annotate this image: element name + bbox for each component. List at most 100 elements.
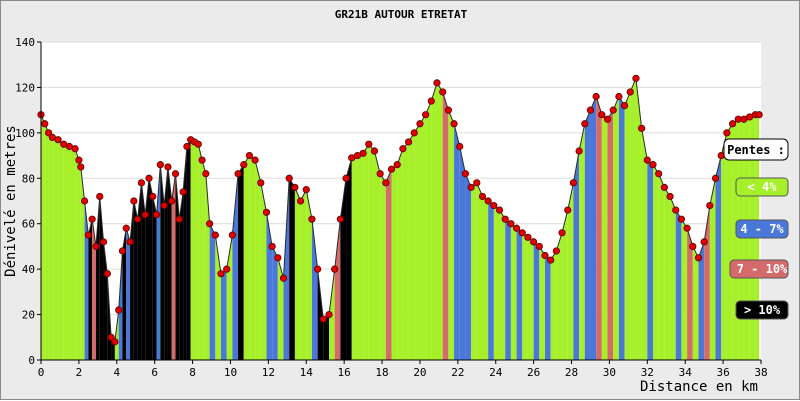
slope-segment — [635, 78, 642, 360]
elevation-point — [478, 192, 487, 201]
slope-segment — [414, 123, 420, 361]
elevation-point — [257, 179, 265, 187]
slope-segment — [149, 178, 153, 360]
slope-segment — [385, 169, 392, 360]
slope-segment — [545, 255, 551, 360]
elevation-point — [365, 140, 373, 148]
elevation-point — [198, 156, 206, 164]
elevation-point — [564, 206, 572, 214]
x-tick-label: 6 — [151, 366, 158, 379]
elevation-point — [370, 147, 379, 155]
x-tick-label: 28 — [565, 366, 578, 379]
elevation-point — [268, 242, 276, 251]
elevation-point — [524, 233, 532, 241]
elevation-point — [211, 231, 219, 239]
elevation-point — [245, 151, 254, 160]
legend-title: Pentes : — [727, 143, 785, 157]
x-tick-label: 38 — [754, 366, 767, 379]
slope-segment — [160, 164, 165, 360]
slope-segment — [84, 201, 89, 360]
elevation-point — [99, 238, 108, 246]
elevation-point — [118, 247, 127, 255]
elevation-point — [359, 149, 367, 157]
slope-segment — [454, 123, 460, 361]
elevation-point — [711, 174, 720, 182]
slope-segment — [249, 155, 256, 360]
slope-segment — [380, 173, 386, 360]
elevation-point — [638, 124, 646, 132]
slope-segment — [179, 191, 184, 360]
slope-segment — [260, 182, 267, 360]
elevation-point — [586, 106, 595, 114]
elevation-point — [717, 151, 725, 160]
elevation-point — [291, 183, 299, 191]
y-tick-label: 40 — [22, 263, 35, 276]
slope-segment — [573, 151, 580, 360]
elevation-point — [77, 163, 85, 171]
slope-segment — [63, 144, 70, 360]
slope-segment — [141, 182, 146, 360]
slope-segment — [164, 166, 168, 360]
slope-segment — [171, 173, 176, 360]
elevation-point — [660, 183, 668, 191]
x-tick-label: 30 — [603, 366, 616, 379]
x-tick-label: 18 — [375, 366, 388, 379]
slope-segment — [658, 173, 665, 360]
slope-segment — [145, 178, 149, 360]
x-tick-label: 20 — [413, 366, 426, 379]
chart-title: GR21B AUTOUR ETRETAT — [335, 8, 468, 21]
elevation-point — [535, 242, 543, 251]
elevation-point — [518, 229, 526, 237]
slope-segment — [408, 132, 415, 360]
elevation-point — [649, 161, 657, 169]
elevation-point — [422, 111, 430, 119]
slope-segment — [505, 219, 511, 360]
elevation-point — [416, 120, 424, 128]
x-tick-label: 2 — [76, 366, 83, 379]
slope-segment — [238, 164, 244, 360]
elevation-point — [575, 147, 583, 155]
elevation-point — [615, 92, 623, 101]
elevation-point — [672, 206, 680, 214]
x-tick-label: 36 — [716, 366, 729, 379]
slope-segment — [653, 164, 659, 360]
elevation-point — [689, 242, 697, 251]
slope-segment — [92, 219, 96, 360]
legend-swatch — [735, 177, 789, 197]
slope-segment — [374, 151, 381, 360]
x-tick-label: 0 — [38, 366, 45, 379]
axes — [37, 41, 762, 364]
slope-segment — [397, 148, 403, 360]
elevation-point — [240, 161, 248, 169]
slope-segment — [607, 110, 614, 361]
slope-segment — [52, 137, 59, 360]
elevation-point — [620, 102, 629, 110]
elevation-point — [404, 138, 413, 146]
slope-segment — [402, 141, 409, 360]
slope-segment — [346, 157, 352, 360]
slope-segment — [340, 178, 347, 360]
elevation-point — [569, 179, 578, 187]
slope-segment — [41, 114, 45, 360]
slope-segment — [363, 144, 369, 360]
elevation-point — [96, 192, 104, 201]
elevation-point — [530, 238, 538, 246]
elevation-point — [495, 206, 504, 214]
elevation-point — [251, 156, 259, 164]
elevation-point — [700, 238, 708, 246]
y-axis-label: Dénivelé en metres — [3, 125, 19, 277]
elevation-point — [473, 179, 481, 187]
slope-segment — [88, 219, 93, 360]
slope-segment — [527, 237, 534, 360]
elevation-point — [387, 165, 396, 173]
slope-segment — [692, 246, 699, 360]
elevation-point — [54, 136, 62, 144]
y-tick-label: 60 — [22, 218, 35, 231]
slope-segment — [351, 155, 358, 360]
slope-segment — [283, 178, 290, 360]
slope-segment — [493, 205, 500, 360]
elevation-point — [331, 265, 339, 273]
slope-segment — [190, 139, 195, 360]
slope-segment — [539, 246, 545, 360]
elevation-point — [179, 188, 187, 196]
